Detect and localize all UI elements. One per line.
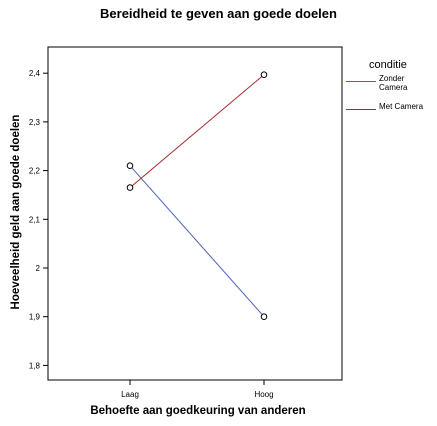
y-tick-label-5: 2,3	[29, 118, 41, 127]
legend-item-met-camera: Met Camera	[346, 102, 435, 111]
series-line-1	[129, 74, 265, 188]
legend-swatch-met-camera	[346, 109, 376, 110]
data-point-s0-1	[260, 313, 268, 321]
y-tick-label-2: 2	[36, 264, 41, 273]
chart-title: Bereidheid te geven aan goede doelen	[100, 6, 337, 21]
legend-label-met-camera: Met Camera	[379, 102, 424, 111]
data-point-s1-0	[126, 184, 134, 191]
data-point-s0-0	[126, 162, 134, 169]
x-axis-title: Behoefte aan goedkeuring van anderen	[90, 405, 306, 417]
y-axis-title: Hoeveelheid geld aan goede doelen	[10, 114, 22, 310]
y-tick-label-1: 1,9	[29, 313, 41, 322]
legend-label-zonder-camera: Zonder Camera	[379, 74, 408, 92]
legend-swatch-zonder-camera	[346, 81, 376, 82]
x-tick-label-1: Hoog	[254, 390, 273, 399]
data-point-s1-1	[260, 71, 268, 78]
x-tick-label-0: Laag	[121, 390, 139, 399]
y-tick-label-6: 2,4	[29, 69, 41, 78]
series-line-0	[129, 165, 265, 318]
legend-item-zonder-camera: Zonder Camera	[346, 74, 435, 92]
chart-marks: 1,8 1,9 2 2,1 2,2 2,3 2,4 Laag Hoog	[29, 69, 274, 399]
y-tick-label-3: 2,1	[29, 215, 41, 224]
legend-title: conditie	[369, 59, 407, 71]
y-tick-label-4: 2,2	[29, 167, 41, 176]
plot-frame	[47, 46, 343, 381]
y-tick-label-0: 1,8	[29, 361, 41, 370]
